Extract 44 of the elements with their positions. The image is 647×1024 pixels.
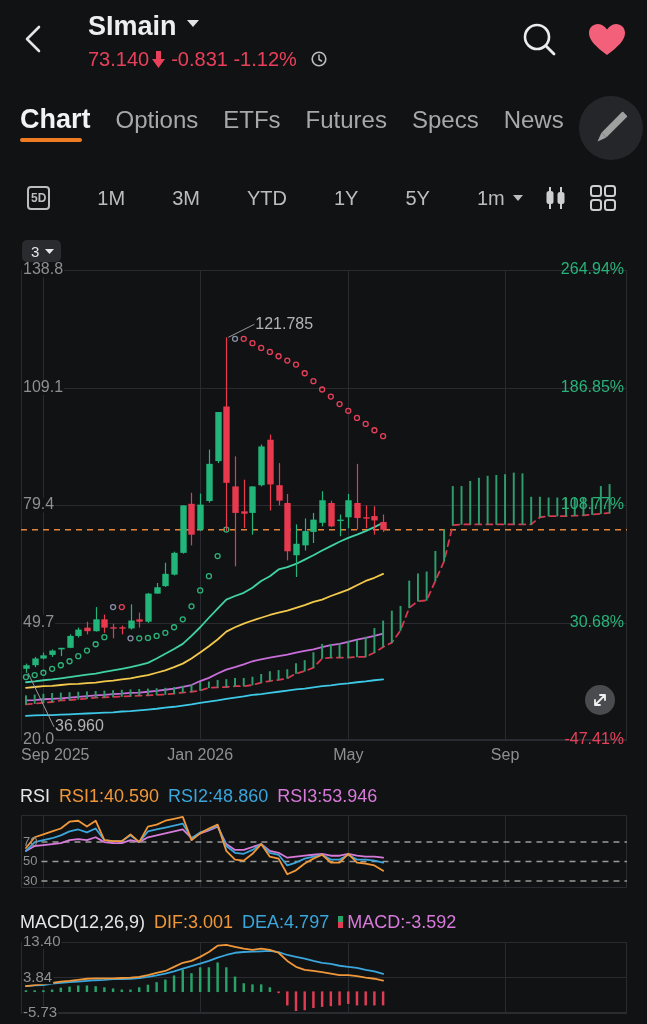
y-tick-label: 13.40	[23, 932, 61, 950]
series-label: DIF:3.001	[154, 911, 234, 933]
y2-tick-label: 30.68%	[569, 612, 624, 630]
text: Specs	[411, 106, 479, 134]
button: 5D	[27, 186, 51, 210]
y-tick-label: 30	[23, 872, 38, 888]
x-tick-label: Jan 2026	[167, 746, 234, 764]
text: News	[503, 106, 564, 134]
series-label: RSI2:48.860	[168, 785, 269, 807]
y-tick-label: 109.1	[23, 377, 64, 395]
y2-tick-label: 264.94%	[560, 260, 625, 278]
y-tick-label: 138.8	[23, 260, 64, 278]
text: Options	[115, 106, 199, 134]
text: 1M	[97, 186, 126, 210]
x-tick-label: Sep	[490, 746, 520, 764]
chart-title: MACD(12,26,9)	[20, 911, 146, 933]
y-tick-label: 49.7	[23, 612, 55, 630]
text: Futures	[305, 106, 387, 134]
y-tick-label: 79.4	[23, 495, 55, 513]
text: 1m	[476, 186, 505, 210]
annotation: 121.785	[255, 314, 314, 332]
y-tick-label: 20.0	[23, 730, 55, 748]
annotation: 36.960	[54, 717, 105, 735]
text: SImain	[88, 10, 177, 42]
series-label: DEA:4.797	[242, 911, 330, 933]
legend-label: MACD:-3.592	[347, 911, 457, 933]
y2-tick-label: 186.85%	[560, 377, 625, 395]
text: YTD	[246, 186, 287, 210]
text: 73.140 -0.831 -1.12%	[88, 47, 297, 71]
x-tick-label: May	[333, 746, 364, 764]
y-tick-label: 50	[23, 853, 38, 869]
text: 5Y	[405, 186, 430, 210]
text: 1Y	[333, 186, 359, 210]
text: RSI3:53.946	[277, 785, 378, 807]
y2-tick-label: -47.41%	[564, 730, 624, 748]
text: 3M	[172, 186, 200, 210]
text: Chart	[20, 104, 91, 136]
text: ETFs	[223, 106, 281, 134]
dropdown: 3	[22, 240, 62, 262]
chart-title: RSI	[20, 785, 51, 807]
x-tick-label: Sep 2025	[21, 746, 90, 764]
y-tick-label: -5.73	[23, 1003, 58, 1021]
series-label: RSI1:40.590	[59, 785, 160, 807]
y-tick-label: 3.84	[23, 967, 53, 985]
